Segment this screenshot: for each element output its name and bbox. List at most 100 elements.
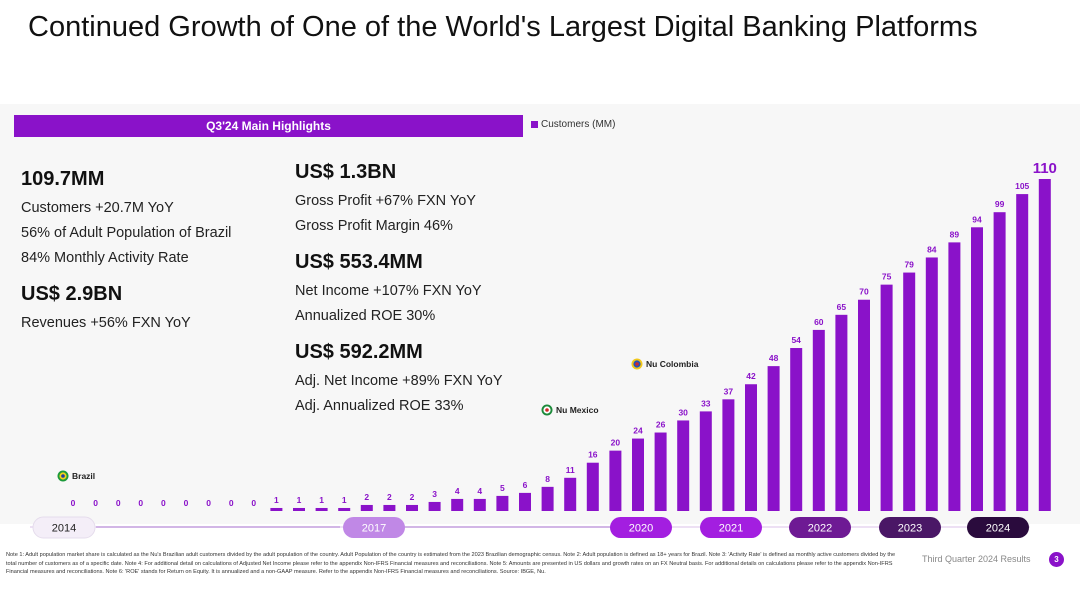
bar-28 — [699, 411, 712, 511]
legend-swatch — [531, 121, 538, 128]
year-label-2020: 2020 — [629, 523, 653, 535]
bar-13 — [360, 504, 373, 511]
data-label-41: 99 — [995, 199, 1005, 209]
legend-label: Customers (MM) — [541, 119, 616, 130]
bar-43 — [1038, 179, 1051, 511]
data-label-26: 26 — [656, 420, 666, 430]
kpi-adult-population: 56% of Adult Population of Brazil — [21, 225, 232, 241]
data-label-12: 1 — [342, 495, 347, 505]
data-label-13: 2 — [364, 492, 369, 502]
data-label-23: 16 — [588, 450, 598, 460]
year-pill-2017 — [343, 517, 405, 538]
highlights-header: Q3'24 Main Highlights — [14, 115, 523, 137]
data-label-6: 0 — [206, 498, 211, 508]
kpi-net-income-growth: Net Income +107% FXN YoY — [295, 283, 482, 299]
bar-41 — [993, 212, 1006, 511]
footnote: Note 1: Adult population market share is… — [6, 552, 896, 576]
customers-bar-chart: 0 0 0 0 0 0 0 0 0 1 1 1 1 2 2 2 3 4 4 5 68111620242630333742… — [30, 160, 1057, 539]
data-label-5: 0 — [184, 498, 189, 508]
bar-32 — [790, 348, 803, 511]
bar-12 — [338, 507, 351, 511]
bar-19 — [496, 495, 509, 511]
bar-42 — [1016, 194, 1029, 511]
bar-20 — [519, 492, 531, 511]
kpi-customers-value: 109.7MM — [21, 168, 105, 190]
data-label-43: 110 — [1033, 160, 1057, 177]
bar-26 — [654, 432, 667, 511]
data-label-8: 0 — [251, 498, 256, 508]
bar-39 — [948, 242, 961, 511]
data-label-1: 0 — [93, 498, 98, 508]
year-pill-2023 — [879, 517, 941, 538]
data-label-38: 84 — [927, 244, 937, 254]
data-label-11: 1 — [319, 495, 324, 505]
marker-brazil: Brazil — [57, 470, 95, 482]
bar-25 — [632, 438, 644, 511]
data-label-21: 8 — [545, 474, 550, 484]
data-label-18: 4 — [477, 486, 482, 496]
data-label-19: 5 — [500, 483, 505, 493]
kpi-revenue-growth: Revenues +56% FXN YoY — [21, 315, 191, 331]
marker-label-1: Nu Mexico — [556, 405, 599, 415]
data-label-10: 1 — [297, 495, 302, 505]
data-label-32: 54 — [791, 335, 801, 345]
kpi-column-left: 109.7MM Customers +20.7M YoY 56% of Adul… — [21, 166, 281, 336]
page-title: Continued Growth of One of the World's L… — [28, 11, 978, 43]
bar-24 — [609, 450, 622, 511]
bar-16 — [428, 501, 441, 511]
bar-14 — [383, 504, 396, 511]
data-label-37: 79 — [904, 260, 914, 270]
page-number: 3 — [1054, 555, 1059, 564]
year-label-2022: 2022 — [808, 523, 832, 535]
year-label-2017: 2017 — [362, 523, 386, 535]
bar-35 — [858, 299, 870, 511]
year-pill-2022 — [789, 517, 851, 538]
bar-33 — [812, 329, 825, 511]
year-pill-2021 — [700, 517, 762, 538]
kpi-annualized-roe: Annualized ROE 30% — [295, 308, 436, 324]
data-label-0: 0 — [71, 498, 76, 508]
data-label-28: 33 — [701, 398, 711, 408]
bar-11 — [315, 507, 328, 511]
bar-34 — [835, 314, 848, 511]
kpi-revenue-value: US$ 2.9BN — [21, 283, 123, 305]
year-label-2014: 2014 — [52, 523, 76, 535]
kpi-net-income-value: US$ 553.4MM — [295, 251, 423, 273]
data-label-15: 2 — [410, 492, 415, 502]
data-label-16: 3 — [432, 489, 437, 499]
data-label-42: 105 — [1015, 181, 1029, 191]
bar-23 — [586, 462, 599, 511]
marker-label-0: Brazil — [72, 471, 95, 481]
year-label-2023: 2023 — [898, 523, 922, 535]
bar-38 — [925, 257, 938, 511]
kpi-gross-profit-growth: Gross Profit +67% FXN YoY — [295, 193, 476, 209]
data-label-24: 20 — [611, 438, 621, 448]
data-label-31: 48 — [769, 353, 779, 363]
marker-nu-mexico: Nu Mexico — [541, 404, 599, 416]
bar-29 — [722, 399, 735, 511]
highlights-label: Q3'24 Main Highlights — [206, 119, 331, 133]
bar-30 — [745, 384, 757, 511]
bar-9 — [270, 507, 283, 511]
kpi-adj-net-income-growth: Adj. Net Income +89% FXN YoY — [295, 373, 503, 389]
data-label-17: 4 — [455, 486, 460, 496]
bar-37 — [903, 272, 916, 511]
data-label-4: 0 — [161, 498, 166, 508]
bar-36 — [880, 284, 893, 511]
data-label-27: 30 — [678, 407, 688, 417]
year-label-2024: 2024 — [986, 523, 1010, 535]
data-label-40: 94 — [972, 214, 982, 224]
year-pill-2020 — [610, 517, 672, 538]
bar-40 — [971, 227, 983, 512]
bar-18 — [473, 498, 486, 511]
data-label-34: 65 — [837, 302, 847, 312]
kpi-adj-net-income-value: US$ 592.2MM — [295, 341, 423, 363]
data-label-2: 0 — [116, 498, 121, 508]
marker-label-2: Nu Colombia — [646, 359, 699, 369]
kpi-gross-profit-margin: Gross Profit Margin 46% — [295, 218, 453, 234]
kpi-gross-profit-value: US$ 1.3BN — [295, 161, 397, 183]
footer-label: Third Quarter 2024 Results — [922, 554, 1031, 564]
data-label-7: 0 — [229, 498, 234, 508]
data-label-9: 1 — [274, 495, 279, 505]
data-label-25: 24 — [633, 426, 643, 436]
